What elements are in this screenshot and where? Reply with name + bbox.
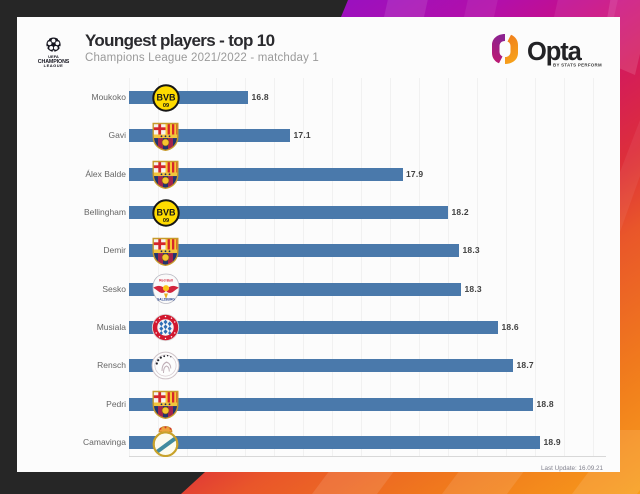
svg-text:BY STATS PERFORM: BY STATS PERFORM bbox=[553, 63, 602, 68]
svg-text:09: 09 bbox=[162, 218, 168, 224]
svg-text:CHAMPIONS: CHAMPIONS bbox=[38, 59, 70, 65]
svg-text:SALZBURG: SALZBURG bbox=[157, 298, 175, 302]
svg-text:LEAGUE: LEAGUE bbox=[44, 63, 64, 68]
svg-text:BVB: BVB bbox=[156, 207, 176, 217]
svg-text:09: 09 bbox=[162, 103, 168, 109]
svg-text:BVB: BVB bbox=[156, 92, 176, 102]
svg-text:Red Bull: Red Bull bbox=[159, 278, 173, 282]
svg-text:Opta: Opta bbox=[527, 38, 583, 66]
svg-text:UEFA: UEFA bbox=[48, 54, 59, 59]
